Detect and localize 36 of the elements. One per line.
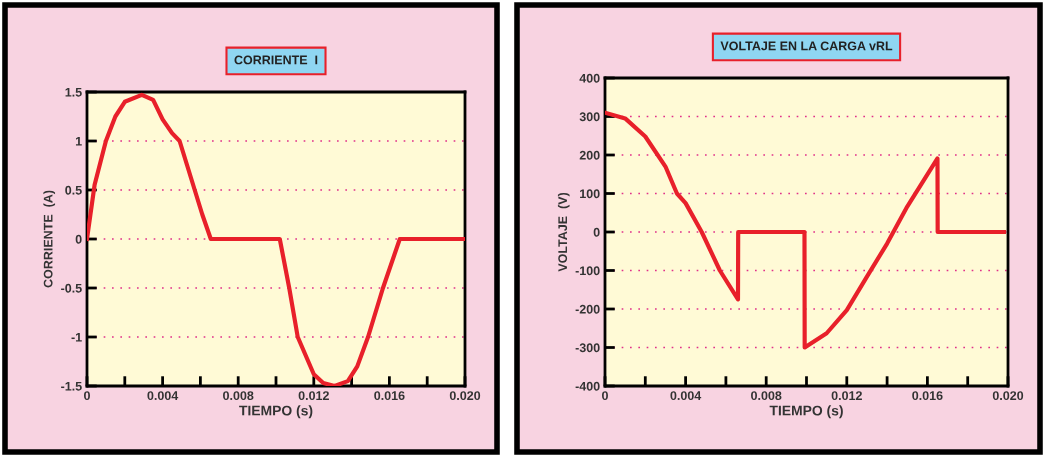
y-tick-label: 0 bbox=[593, 227, 600, 237]
x-tick-label: 0 bbox=[84, 391, 90, 401]
y-axis-title: VOLTAJE (V) bbox=[557, 192, 570, 272]
x-tick-label: 0.012 bbox=[831, 391, 862, 401]
x-tick-label: 0.008 bbox=[223, 391, 254, 401]
x-tick-label: 0 bbox=[602, 391, 608, 401]
y-tick-label: 1.5 bbox=[65, 87, 82, 97]
x-tick-label: 0.004 bbox=[147, 391, 179, 401]
line-series bbox=[605, 110, 1007, 350]
x-axis-title: TIEMPO (s) bbox=[239, 405, 313, 419]
y-tick-label: -400 bbox=[575, 381, 600, 391]
y-tick-label: 0.5 bbox=[65, 185, 82, 195]
x-tick-label: 0.020 bbox=[992, 391, 1024, 401]
y-tick-label: 300 bbox=[579, 112, 600, 122]
line-series bbox=[87, 92, 465, 386]
x-tick-label: 0.016 bbox=[374, 391, 405, 401]
x-tick-label: 0.020 bbox=[449, 391, 481, 401]
y-tick-label: -100 bbox=[575, 266, 600, 276]
y-tick-label: 200 bbox=[579, 150, 600, 160]
y-tick-label: 400 bbox=[579, 73, 600, 83]
x-tick-label: 0.016 bbox=[912, 391, 943, 401]
y-tick-label: -1.5 bbox=[61, 381, 82, 391]
x-tick-label: 0.004 bbox=[670, 391, 702, 401]
y-axis-title: CORRIENTE (A) bbox=[43, 190, 56, 288]
x-axis-title: TIEMPO (s) bbox=[769, 405, 843, 419]
x-tick-label: 0.008 bbox=[751, 391, 782, 401]
y-tick-label: -200 bbox=[575, 304, 600, 314]
y-tick-label: 1 bbox=[75, 136, 82, 146]
y-tick-label: -300 bbox=[575, 343, 600, 353]
chart-title: CORRIENTE I bbox=[234, 55, 318, 65]
chart-title: VOLTAJE EN LA CARGA vRL bbox=[720, 41, 893, 51]
y-tick-label: -0.5 bbox=[61, 283, 82, 293]
y-tick-label: 100 bbox=[580, 189, 600, 199]
y-tick-label: -1 bbox=[71, 332, 82, 342]
y-tick-label: 0 bbox=[75, 234, 82, 244]
x-tick-label: 0.012 bbox=[298, 391, 329, 401]
